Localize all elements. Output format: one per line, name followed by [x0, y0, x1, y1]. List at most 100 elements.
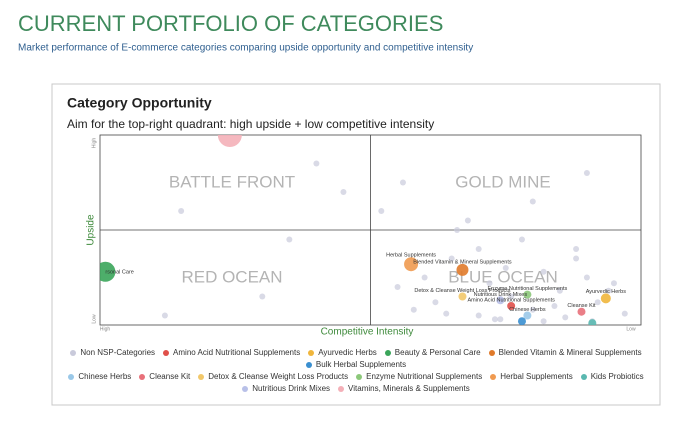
chart-title: Category Opportunity — [67, 95, 212, 111]
chart-subtitle: Aim for the top-right quadrant: high ups… — [67, 117, 434, 131]
legend-item: Detox & Cleanse Weight Loss Products — [198, 371, 348, 383]
x-tick-label: High — [100, 326, 111, 332]
y-axis-title: Upside — [86, 214, 97, 246]
legend-swatch — [198, 373, 205, 380]
point — [399, 179, 406, 186]
legend-swatch — [356, 373, 363, 380]
point — [562, 314, 569, 321]
legend-label: Nutritious Drink Mixes — [252, 384, 331, 393]
legend-label: Cleanse Kit — [149, 372, 191, 381]
legend-item: Cleanse Kit — [139, 371, 190, 383]
legend-item: Beauty & Personal Care — [384, 347, 481, 359]
legend-label: Enzyme Nutritional Supplements — [366, 372, 483, 381]
y-tick-label: High — [91, 138, 97, 149]
x-axis-title: Competitive Intensity — [321, 327, 414, 338]
point-label: Cleanse Kit — [567, 303, 596, 309]
point — [410, 306, 417, 313]
point — [443, 310, 450, 317]
legend-label: Bulk Herbal Supplements — [315, 360, 407, 369]
point — [517, 317, 526, 325]
point — [583, 170, 590, 176]
page-title: CURRENT PORTFOLIO OF CATEGORIES — [18, 11, 443, 36]
legend-swatch — [488, 349, 495, 356]
legend-label: Blended Vitamin & Mineral Supplements — [498, 348, 642, 357]
point — [456, 263, 469, 276]
legend-swatch — [490, 373, 497, 380]
page-subtitle: Market performance of E-commerce categor… — [18, 43, 473, 54]
quadrant-label: BATTLE FRONT — [169, 172, 295, 191]
point — [573, 246, 580, 252]
legend-label: Beauty & Personal Care — [394, 348, 481, 357]
legend-swatch — [68, 373, 75, 380]
point — [523, 311, 532, 320]
chart-card — [51, 83, 661, 406]
legend-swatch — [338, 385, 345, 392]
point — [529, 198, 536, 205]
point — [621, 310, 628, 317]
quadrant-label: GOLD MINE — [455, 172, 550, 191]
point — [421, 274, 428, 281]
point — [313, 160, 320, 167]
point — [508, 293, 515, 300]
legend-label: Herbal Supplements — [500, 372, 573, 381]
point — [491, 316, 498, 323]
legend-item: Kids Probiotics — [580, 371, 644, 383]
point-label: Herbal Supplements — [386, 253, 436, 259]
point — [496, 296, 505, 305]
point — [340, 189, 347, 195]
point — [394, 284, 401, 290]
y-tick-label: Low — [91, 314, 97, 324]
point-label: Amino Acid Nutritional Supplements — [467, 297, 555, 303]
point — [464, 217, 471, 224]
point — [600, 293, 611, 304]
point — [286, 236, 293, 243]
legend-item: Vitamins, Minerals & Supplements — [338, 383, 470, 395]
legend-swatch — [70, 349, 77, 356]
point — [378, 208, 385, 214]
point — [178, 208, 185, 214]
point-label: Chinese Herbs — [509, 307, 546, 313]
point — [161, 312, 168, 319]
legend-swatch — [308, 349, 315, 356]
point — [529, 306, 536, 313]
point — [523, 290, 532, 299]
legend-item: Non NSP-Categories — [70, 347, 155, 359]
legend-item: Herbal Supplements — [490, 371, 573, 383]
legend-label: Chinese Herbs — [78, 372, 132, 381]
legend-item: Ayurvedic Herbs — [308, 347, 377, 359]
legend-label: Vitamins, Minerals & Supplements — [348, 384, 470, 393]
point — [588, 319, 597, 325]
legend-item: Nutritious Drink Mixes — [242, 383, 330, 395]
point — [577, 307, 586, 316]
legend-swatch — [384, 349, 391, 356]
point — [448, 255, 455, 262]
legend-item: Chinese Herbs — [68, 371, 131, 383]
point — [404, 257, 419, 272]
legend-label: Detox & Cleanse Weight Loss Products — [208, 372, 349, 381]
point — [497, 316, 504, 323]
point — [475, 246, 482, 252]
legend-label: Non NSP-Categories — [80, 348, 156, 357]
legend-swatch — [139, 373, 146, 380]
point — [540, 268, 547, 275]
legend-item: Enzyme Nutritional Supplements — [356, 371, 482, 383]
point — [507, 302, 516, 310]
legend-item: Bulk Herbal Supplements — [305, 359, 407, 371]
point — [432, 299, 439, 306]
legend-swatch — [242, 385, 249, 392]
point — [540, 318, 547, 325]
x-tick-label: Low — [626, 326, 636, 332]
point — [100, 261, 116, 282]
quadrant-label: BLUE OCEAN — [448, 267, 558, 286]
point — [583, 274, 590, 281]
legend: Non NSP-Categories Amino Acid Nutritional… — [60, 347, 652, 395]
point-label: rsonal Care — [105, 269, 133, 275]
legend-label: Ayurvedic Herbs — [318, 348, 377, 357]
point — [454, 227, 461, 233]
point-label: Enzyme Nutritional Supplements — [487, 286, 567, 292]
point — [556, 287, 563, 294]
point — [486, 280, 493, 287]
point — [502, 265, 509, 271]
